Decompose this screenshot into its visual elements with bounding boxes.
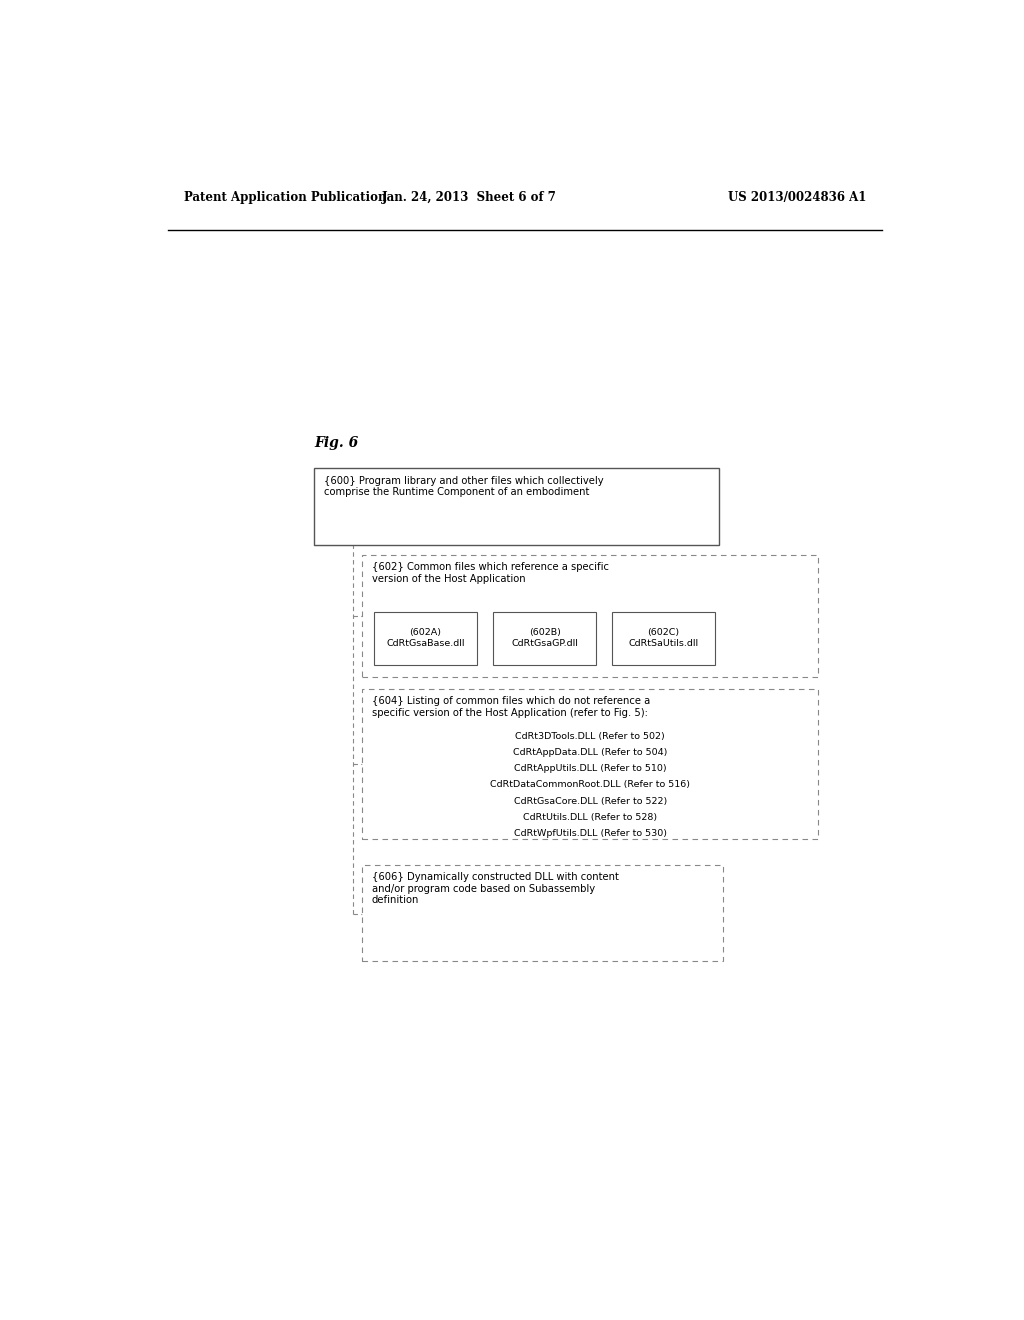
Text: CdRt3DTools.DLL (Refer to 502): CdRt3DTools.DLL (Refer to 502) [515, 731, 666, 741]
Text: CdRtWpfUtils.DLL (Refer to 530): CdRtWpfUtils.DLL (Refer to 530) [514, 829, 667, 838]
Text: Fig. 6: Fig. 6 [314, 436, 358, 450]
Text: (602A)
CdRtGsaBase.dll: (602A) CdRtGsaBase.dll [386, 628, 465, 648]
Text: US 2013/0024836 A1: US 2013/0024836 A1 [728, 190, 866, 203]
Bar [362, 865, 723, 961]
Text: CdRtDataCommonRoot.DLL (Refer to 516): CdRtDataCommonRoot.DLL (Refer to 516) [490, 780, 690, 789]
Bar [362, 554, 818, 677]
Text: Patent Application Publication: Patent Application Publication [183, 190, 386, 203]
Text: CdRtAppData.DLL (Refer to 504): CdRtAppData.DLL (Refer to 504) [513, 748, 668, 756]
Text: CdRtAppUtils.DLL (Refer to 510): CdRtAppUtils.DLL (Refer to 510) [514, 764, 667, 774]
Text: {600} Program library and other files which collectively
comprise the Runtime Co: {600} Program library and other files wh… [324, 475, 603, 498]
Text: (602C)
CdRtSaUtils.dll: (602C) CdRtSaUtils.dll [629, 628, 698, 648]
Text: {606} Dynamically constructed DLL with content
and/or program code based on Suba: {606} Dynamically constructed DLL with c… [372, 873, 618, 906]
Bar [374, 611, 477, 664]
Text: CdRtUtils.DLL (Refer to 528): CdRtUtils.DLL (Refer to 528) [523, 813, 657, 822]
Text: Jan. 24, 2013  Sheet 6 of 7: Jan. 24, 2013 Sheet 6 of 7 [382, 190, 557, 203]
Bar [362, 689, 818, 840]
Text: CdRtGsaCore.DLL (Refer to 522): CdRtGsaCore.DLL (Refer to 522) [514, 797, 667, 805]
Bar [612, 611, 715, 664]
Text: {604} Listing of common files which do not reference a
specific version of the H: {604} Listing of common files which do n… [372, 696, 650, 718]
Bar [314, 469, 719, 545]
Text: {602} Common files which reference a specific
version of the Host Application: {602} Common files which reference a spe… [372, 562, 608, 583]
Text: (602B)
CdRtGsaGP.dll: (602B) CdRtGsaGP.dll [511, 628, 579, 648]
Bar [494, 611, 596, 664]
